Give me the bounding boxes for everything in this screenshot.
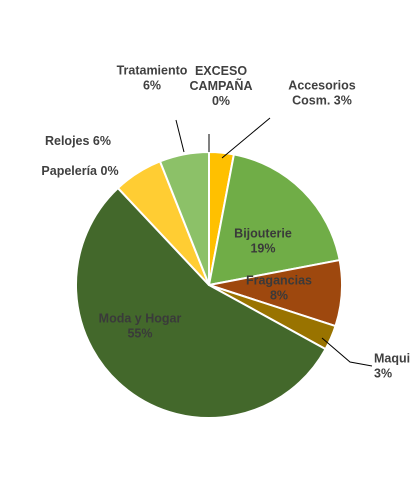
slice-label-line: EXCESO: [195, 64, 247, 78]
slice-label-line: Relojes 6%: [45, 134, 111, 148]
slice-label-accesorios-cosm: Accesorios Cosm. 3%: [288, 79, 355, 108]
slice-label-line: 0%: [212, 94, 230, 108]
slice-label-line: Cosm. 3%: [292, 94, 352, 108]
slice-label-exceso-campana: EXCESO CAMPAÑA 0%: [190, 64, 253, 108]
slice-label-line: 55%: [127, 327, 152, 341]
slice-label-line: 8%: [270, 289, 288, 303]
leader-line-tratamiento: [175, 119, 185, 153]
slice-label-tratamiento: Tratamiento 6%: [117, 64, 188, 93]
slice-label-line: Moda y Hogar: [99, 312, 182, 326]
pie-slice-bijouterie: [208, 153, 341, 286]
slice-label-papeleria: Papelería 0%: [41, 164, 118, 178]
slice-label-line: 6%: [143, 79, 161, 93]
pie-slices: [75, 151, 343, 420]
slice-label-line: Tratamiento: [117, 64, 188, 78]
slice-label-bijouterie: Bijouterie 19%: [234, 227, 292, 256]
slice-label-line: Bijouterie: [234, 227, 292, 241]
slice-label-line: 3%: [374, 367, 392, 381]
slice-label-line: Accesorios: [288, 79, 355, 93]
leader-line-accesorios-cosm: [221, 117, 271, 159]
slice-labels: Accesorios Cosm. 3% Bijouterie 19% Fragancia…: [41, 64, 410, 381]
slice-label-line: 19%: [250, 242, 275, 256]
slice-label-relojes: Relojes 6%: [45, 134, 111, 148]
pie-slice-moda-y-hogar: [75, 187, 327, 420]
slice-label-line: Maqui: [374, 352, 410, 366]
leader-lines: [175, 117, 373, 367]
slice-label-line: Fragancias: [246, 274, 312, 288]
leader-line-maquillaje: [321, 337, 373, 367]
slice-label-moda-y-hogar: Moda y Hogar 55%: [99, 312, 182, 341]
slice-label-fragancias: Fragancias 8%: [246, 274, 312, 303]
slice-label-maquillaje: Maqui 3%: [374, 352, 410, 381]
slice-label-line: Papelería 0%: [41, 164, 118, 178]
slice-label-line: CAMPAÑA: [190, 78, 253, 93]
